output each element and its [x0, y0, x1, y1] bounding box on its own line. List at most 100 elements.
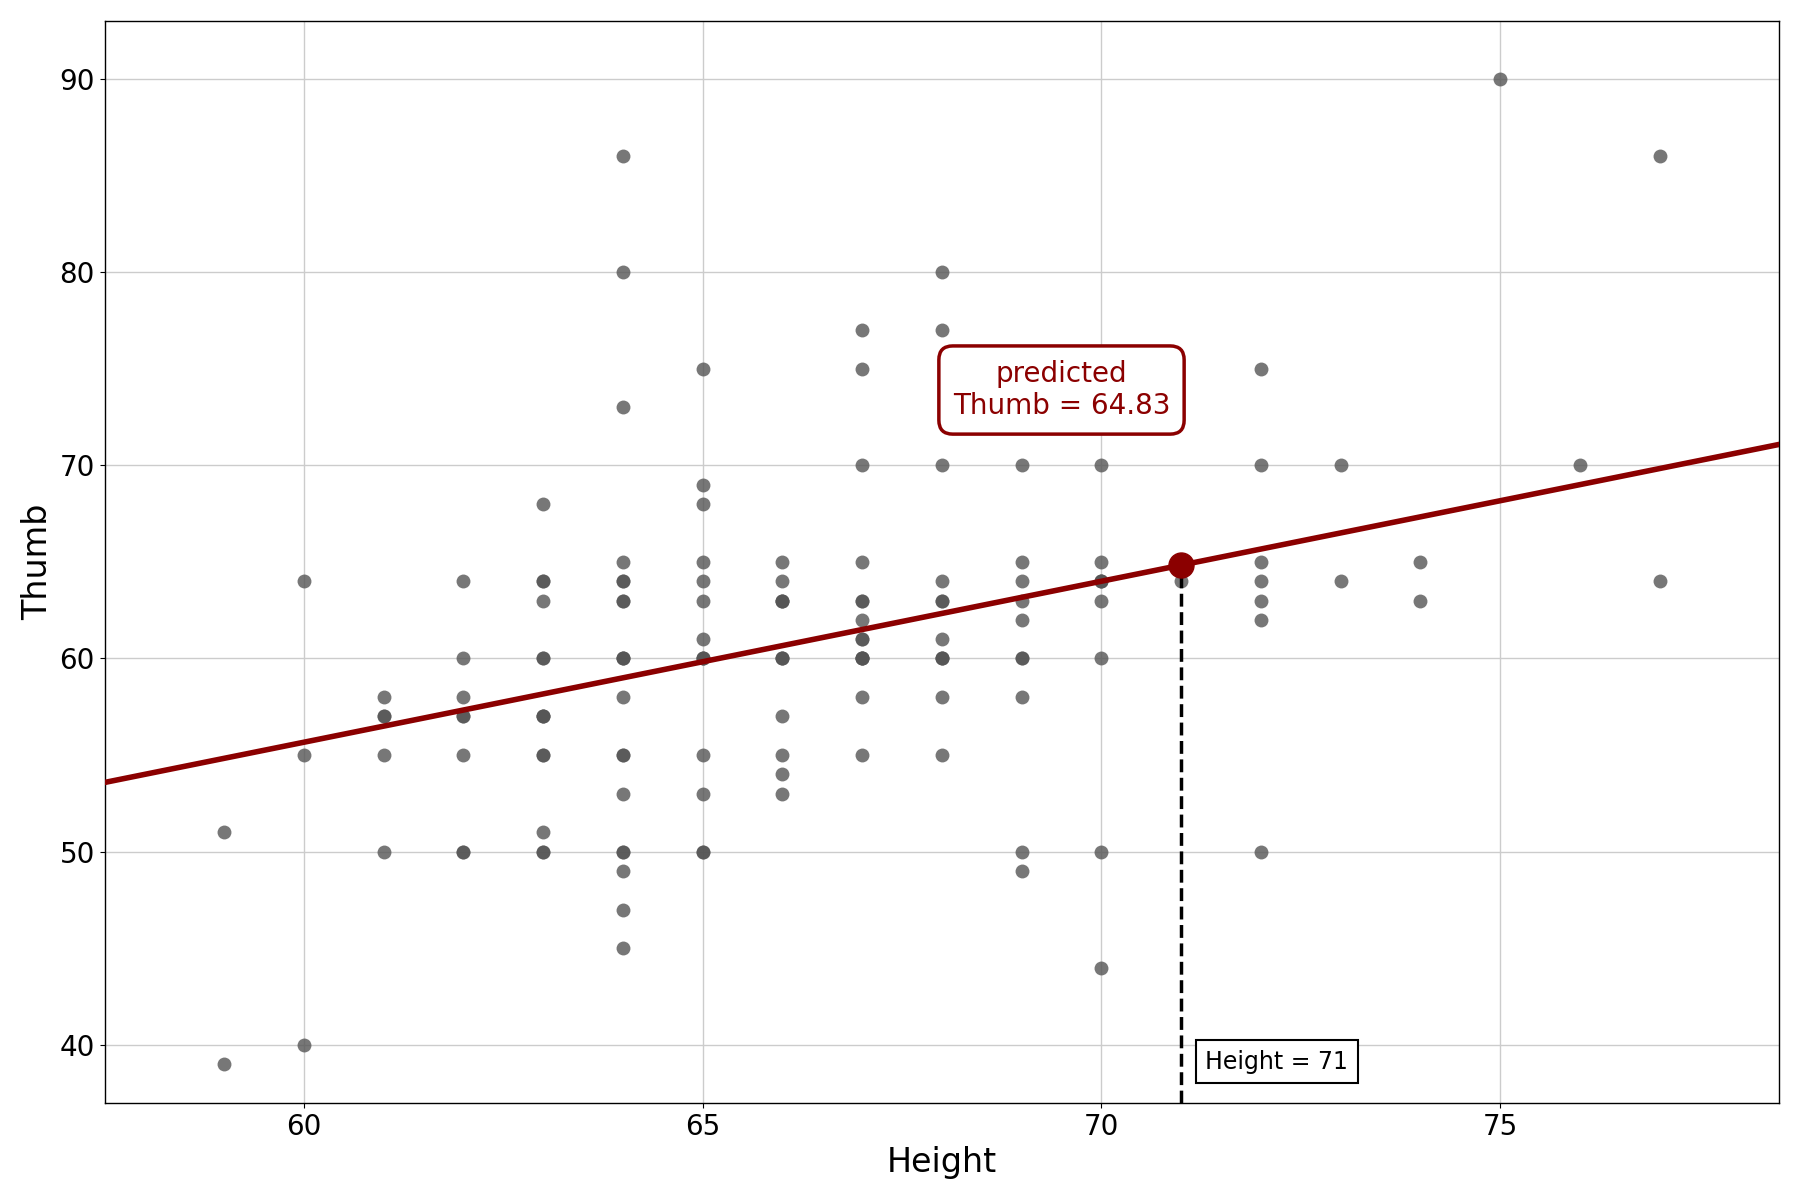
Point	[608, 397, 637, 416]
Point	[608, 745, 637, 764]
Point	[1485, 70, 1514, 89]
Point	[1645, 146, 1674, 166]
Point	[688, 784, 716, 803]
Point	[848, 456, 877, 475]
Point	[848, 611, 877, 630]
Point	[769, 649, 797, 668]
Point	[608, 649, 637, 668]
Point	[848, 630, 877, 649]
Point	[369, 707, 398, 726]
Point	[1087, 958, 1116, 977]
Point	[688, 552, 716, 571]
Point	[688, 745, 716, 764]
Point	[1008, 552, 1037, 571]
Point	[1008, 590, 1037, 610]
Point	[769, 590, 797, 610]
Point	[1166, 552, 1195, 571]
Point	[608, 745, 637, 764]
Point	[688, 842, 716, 862]
Point	[529, 707, 558, 726]
Point	[1008, 688, 1037, 707]
Point	[927, 649, 956, 668]
Point	[688, 630, 716, 649]
Point	[448, 688, 477, 707]
Point	[927, 745, 956, 764]
Point	[688, 649, 716, 668]
Point	[1008, 649, 1037, 668]
Point	[1008, 571, 1037, 590]
Point	[529, 590, 558, 610]
Point	[688, 649, 716, 668]
Point	[211, 823, 239, 842]
Point	[1008, 862, 1037, 881]
Point	[448, 707, 477, 726]
Point	[688, 359, 716, 378]
Point	[369, 842, 398, 862]
Text: Height = 71: Height = 71	[1206, 1050, 1348, 1074]
Point	[608, 842, 637, 862]
Point	[608, 590, 637, 610]
Point	[1246, 359, 1274, 378]
Point	[529, 707, 558, 726]
Point	[1087, 571, 1116, 590]
Point	[1246, 571, 1274, 590]
Point	[529, 571, 558, 590]
Point	[608, 571, 637, 590]
Point	[848, 320, 877, 340]
Point	[608, 590, 637, 610]
Point	[688, 649, 716, 668]
Point	[769, 784, 797, 803]
Point	[448, 649, 477, 668]
Point	[608, 688, 637, 707]
Point	[769, 552, 797, 571]
Point	[529, 842, 558, 862]
Point	[448, 842, 477, 862]
Point	[448, 842, 477, 862]
Point	[608, 784, 637, 803]
Point	[688, 590, 716, 610]
Point	[927, 630, 956, 649]
Point	[1327, 571, 1355, 590]
Point	[529, 494, 558, 514]
Point	[448, 571, 477, 590]
Point	[608, 938, 637, 958]
Point	[927, 571, 956, 590]
Point	[608, 263, 637, 282]
Point	[448, 707, 477, 726]
Point	[529, 649, 558, 668]
Point	[848, 649, 877, 668]
Point	[608, 842, 637, 862]
Point	[848, 649, 877, 668]
Point	[211, 1055, 239, 1074]
Point	[848, 649, 877, 668]
Point	[290, 1036, 319, 1055]
Point	[290, 745, 319, 764]
Point	[769, 745, 797, 764]
Point	[1406, 552, 1435, 571]
Point	[769, 590, 797, 610]
Point	[688, 571, 716, 590]
Point	[1008, 842, 1037, 862]
Point	[1246, 590, 1274, 610]
Point	[688, 475, 716, 494]
Point	[1246, 456, 1274, 475]
Point	[769, 707, 797, 726]
Point	[529, 707, 558, 726]
Point	[1246, 611, 1274, 630]
Point	[608, 552, 637, 571]
Point	[608, 862, 637, 881]
Point	[769, 649, 797, 668]
Point	[608, 649, 637, 668]
Point	[448, 745, 477, 764]
Point	[529, 823, 558, 842]
Point	[848, 745, 877, 764]
Point	[1327, 456, 1355, 475]
Point	[769, 764, 797, 784]
Point	[688, 842, 716, 862]
Point	[1087, 456, 1116, 475]
Point	[848, 552, 877, 571]
Point	[1087, 649, 1116, 668]
Point	[608, 900, 637, 919]
Point	[529, 842, 558, 862]
Point	[848, 590, 877, 610]
